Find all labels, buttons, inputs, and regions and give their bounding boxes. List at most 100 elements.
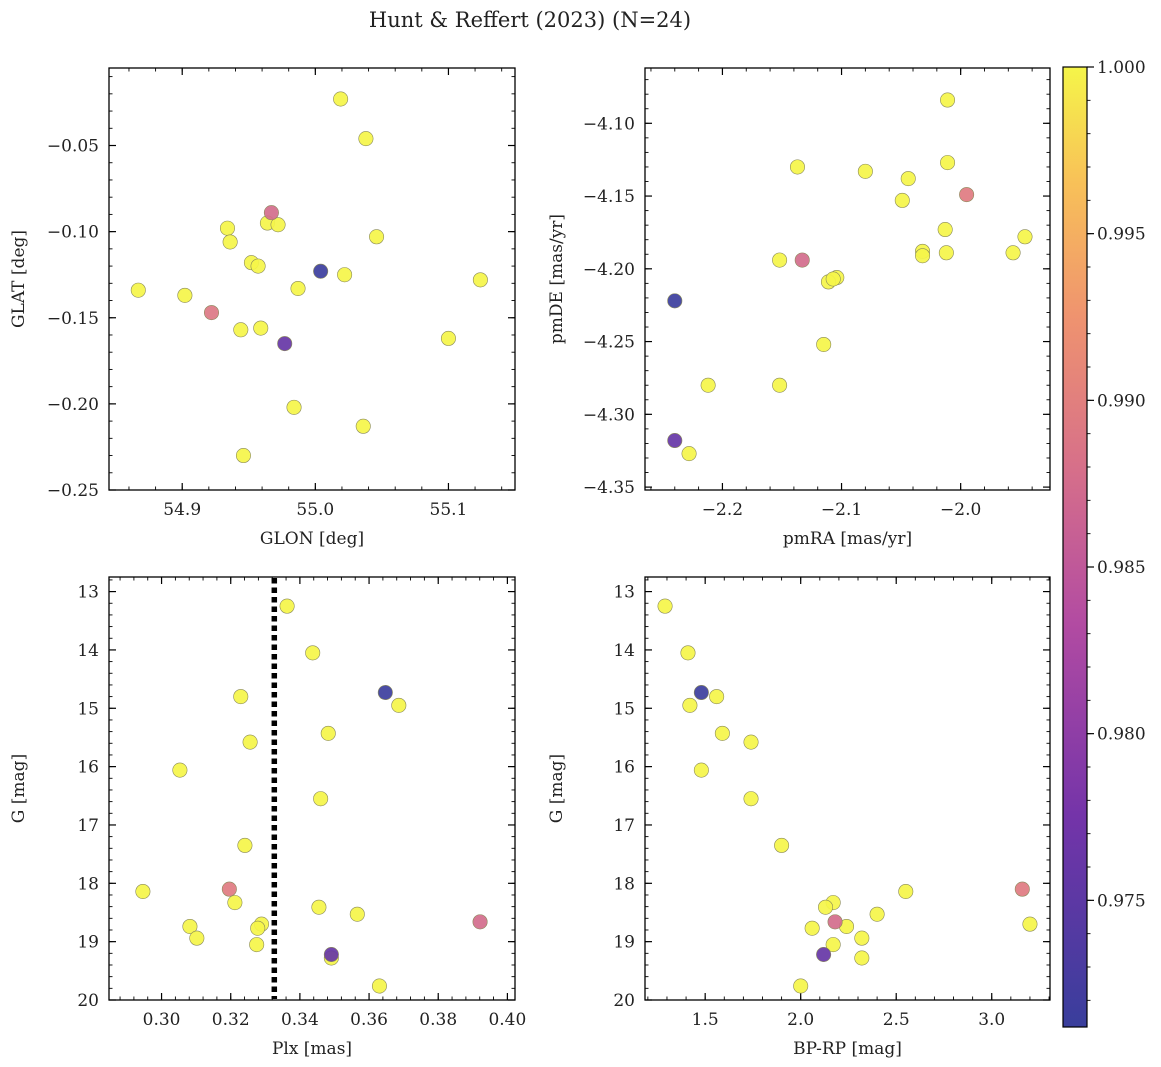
- y-tick-label: 17: [613, 816, 635, 836]
- y-tick-label: −0.15: [47, 309, 99, 329]
- data-point: [358, 131, 374, 147]
- colorbar-tick-label: 0.985: [1097, 558, 1146, 578]
- y-tick-label: 20: [77, 991, 99, 1011]
- data-point: [219, 220, 235, 236]
- figure-title: Hunt & Reffert (2023) (N=24): [369, 8, 691, 32]
- data-point: [793, 978, 809, 994]
- data-point: [816, 946, 832, 962]
- panel-bprp-g: 1.5 2.0 2.5 3.0 13 14 15 16 17 18 19 20 BP-RP [mag] G…: [547, 576, 1051, 1059]
- data-point: [693, 762, 709, 778]
- data-point: [221, 881, 237, 897]
- panel-plx-g: 0.30 0.32 0.34 0.36 0.38 0.40 13 14 15 16 17 18 19 20…: [9, 576, 526, 1059]
- data-point: [253, 320, 269, 336]
- data-point: [900, 171, 916, 187]
- data-point: [172, 762, 188, 778]
- data-point: [709, 689, 725, 705]
- x-tick-label: 3.0: [978, 1010, 1005, 1030]
- data-point: [472, 914, 488, 930]
- x-axis-label: GLON [deg]: [260, 529, 364, 549]
- y-tick-label: 13: [613, 583, 635, 603]
- y-tick-label: 17: [77, 816, 99, 836]
- data-point: [277, 336, 293, 352]
- axes-frame: [644, 67, 1051, 491]
- data-point: [263, 205, 279, 221]
- data-point: [203, 305, 219, 321]
- x-tick-label: 2.0: [787, 1010, 814, 1030]
- data-point: [915, 248, 931, 264]
- x-tick-label: 55.1: [430, 500, 468, 520]
- data-point: [337, 267, 353, 283]
- y-axis-label: GLAT [deg]: [9, 230, 29, 328]
- data-point: [681, 446, 697, 462]
- data-point: [279, 598, 295, 614]
- data-point: [743, 791, 759, 807]
- data-point: [233, 322, 249, 338]
- data-point: [700, 377, 716, 393]
- data-point: [320, 725, 336, 741]
- data-point: [938, 245, 954, 261]
- data-point: [355, 418, 371, 434]
- y-tick-label: −0.10: [47, 223, 99, 243]
- data-point: [818, 899, 834, 915]
- data-point: [286, 399, 302, 415]
- data-point: [940, 155, 956, 171]
- data-point: [1005, 245, 1021, 261]
- x-axis-label: Plx [mas]: [272, 1039, 352, 1059]
- y-tick-label: −0.05: [47, 137, 99, 157]
- y-tick-label: 15: [613, 699, 635, 719]
- data-point: [774, 837, 790, 853]
- data-point: [130, 282, 146, 298]
- data-point: [323, 946, 339, 962]
- x-tick-label: 0.30: [143, 1010, 181, 1030]
- y-tick-label: 16: [77, 758, 99, 778]
- y-tick-label: 15: [77, 699, 99, 719]
- x-axis-label: pmRA [mas/yr]: [783, 529, 912, 549]
- x-tick-label: 0.38: [419, 1010, 457, 1030]
- data-point: [680, 645, 696, 661]
- y-tick-label: −0.20: [47, 395, 99, 415]
- y-axis-label: G [mag]: [9, 754, 29, 823]
- data-point: [825, 271, 841, 287]
- data-point: [472, 272, 488, 288]
- axes-frame: [108, 67, 516, 491]
- data-point: [854, 930, 870, 946]
- data-point: [854, 950, 870, 966]
- data-point: [869, 906, 885, 922]
- y-tick-label: 19: [77, 933, 99, 953]
- data-point: [440, 330, 456, 346]
- data-point: [816, 336, 832, 352]
- colorbar: 0.975 0.980 0.985 0.990 0.995 1.000: [1062, 58, 1146, 1028]
- panel-glon-glat: 54.9 55.0 55.1 −0.05 −0.10 −0.15 −0.20 −0.25 GLO…: [9, 67, 516, 549]
- data-point: [937, 222, 953, 238]
- x-tick-label: 0.40: [488, 1010, 526, 1030]
- data-point: [250, 920, 266, 936]
- x-tick-label: −2.0: [940, 500, 981, 520]
- data-point: [825, 937, 841, 953]
- y-tick-label: −4.30: [583, 405, 635, 425]
- data-point: [743, 734, 759, 750]
- data-point: [857, 163, 873, 179]
- data-point: [250, 258, 266, 274]
- data-point: [377, 685, 393, 701]
- x-tick-label: −2.1: [821, 500, 862, 520]
- data-point: [789, 159, 805, 175]
- data-point: [305, 645, 321, 661]
- y-tick-label: −4.35: [583, 478, 635, 498]
- data-point: [794, 252, 810, 268]
- y-tick-label: −0.25: [47, 481, 99, 501]
- data-point: [371, 978, 387, 994]
- data-point: [349, 906, 365, 922]
- x-tick-label: 55.0: [296, 500, 334, 520]
- x-tick-label: 0.34: [281, 1010, 319, 1030]
- data-point: [1014, 881, 1030, 897]
- data-point: [227, 895, 243, 911]
- y-tick-label: 14: [613, 641, 635, 661]
- colorbar-tick-label: 0.995: [1097, 225, 1146, 245]
- data-point: [182, 918, 198, 934]
- axes-frame: [644, 576, 1051, 1001]
- data-point: [391, 697, 407, 713]
- data-point: [237, 837, 253, 853]
- x-tick-label: 54.9: [163, 500, 201, 520]
- data-point: [249, 937, 265, 953]
